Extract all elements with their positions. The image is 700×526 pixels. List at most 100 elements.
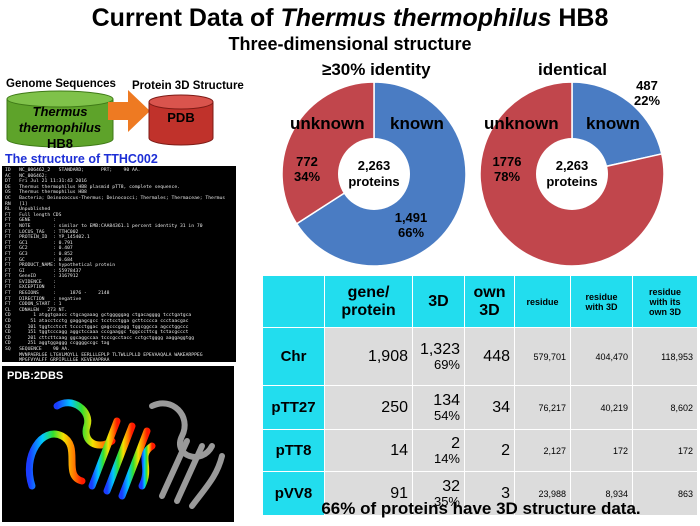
- record-line: CD 1 atggtgaacc ctgcagaaag gctgggggag ct…: [5, 313, 192, 319]
- record-line: DE Thermus thermophilus HB8 plasmid pTT8…: [5, 184, 180, 190]
- genome-cylinder-icon: [6, 90, 114, 148]
- table-header-cell: residue with its own 3D: [632, 275, 698, 328]
- pie1-unknown-value: 772 34%: [293, 154, 321, 184]
- record-line: FT GC : 0.684: [5, 257, 73, 263]
- record-line: FT GENE :: [5, 218, 56, 224]
- structure-3d-cell: 2 14%: [412, 429, 465, 472]
- record-line: FT GC2 : 0.407: [5, 246, 73, 252]
- table-header-row: gene/ protein 3D own 3D residue residue with…: [262, 275, 698, 328]
- gene-count-cell: 250: [324, 385, 413, 430]
- pie-center-hole: [536, 138, 608, 210]
- record-line: RL Unpublished: [5, 207, 51, 213]
- structure-3d-count: 134: [433, 391, 460, 409]
- own-3d-cell: 3: [464, 471, 515, 516]
- protein-structure-image: PDB:2DBS: [2, 366, 234, 522]
- gene-count-cell: 14: [324, 429, 413, 472]
- table-row: pTT27 250 134 54% 34 76,217 40,219 8,602: [262, 385, 698, 430]
- record-line: ID NC_006462_2 STANDARD; PRT; 90 AA.: [5, 168, 141, 173]
- table-row: pVV8 91 32 35% 3 23,988 8,934 863: [262, 471, 698, 516]
- table-header-cell: [262, 275, 325, 328]
- record-line: FT Full length CDS: [5, 212, 62, 218]
- residue-cell: 2,127: [514, 429, 571, 472]
- pdb-cylinder-icon: [148, 94, 214, 146]
- residue-3d-cell: 40,219: [570, 385, 633, 430]
- record-line: CD 51 atacctcctg gaggagcgcc tcctcctgga g…: [5, 319, 189, 325]
- structure-3d-cell: 134 54%: [412, 385, 465, 430]
- residue-own-3d-cell: 8,602: [632, 385, 698, 430]
- pdb-text: PDB: [167, 110, 195, 125]
- structure-3d-count: 32: [442, 477, 460, 495]
- table-header-cell: residue: [514, 275, 571, 328]
- record-line: FT REGIONS : 1876 - 2148: [5, 291, 110, 297]
- record-line: FT CODON_START : 1: [5, 302, 62, 308]
- pdb-id-label: PDB:2DBS: [7, 370, 64, 382]
- residue-3d-cell: 404,470: [570, 327, 633, 386]
- own-3d-cell: 34: [464, 385, 515, 430]
- record-line: MVNPAERLGE LTGVLMQYLL EERLLLEPLP TLTWLLP…: [5, 352, 203, 358]
- page-subtitle: Three-dimensional structure: [228, 34, 472, 54]
- record-line: AC NC_006462;: [5, 173, 48, 179]
- record-line: DT Fri Jul 21 11:31:43 2016: [5, 179, 87, 185]
- record-line: FT GC3 : 0.852: [5, 251, 73, 257]
- residue-3d-cell: 8,934: [570, 471, 633, 516]
- record-line: FT NOTE : similar to EMB:CAA84361.1 perc…: [5, 223, 203, 229]
- residue-own-3d-cell: 172: [632, 429, 698, 472]
- residue-3d-cell: 172: [570, 429, 633, 472]
- pie2-center-label: 2,263 proteins: [546, 158, 598, 189]
- structure-3d-count: 1,323: [419, 340, 460, 358]
- residue-cell: 76,217: [514, 385, 571, 430]
- pie2-chart: [479, 81, 665, 267]
- structure-3d-percent: 54%: [433, 407, 460, 423]
- record-line: FT EVIDENCE :: [5, 279, 56, 285]
- pie2-unknown-label: unknown: [484, 114, 559, 133]
- pie1-unknown-label: unknown: [290, 114, 365, 133]
- record-line: FT DIRECTION : negative: [5, 296, 82, 302]
- record-line: CD 201 cttcttcaag ggcaggccaa tcccgcctacc…: [5, 335, 195, 341]
- record-line: CD 151 tggtcccagg aggctccaaa cccgaaggc t…: [5, 330, 189, 336]
- data-table: gene/ protein 3D own 3D residue residue with…: [262, 275, 698, 516]
- genome-label: Genome Sequences: [6, 78, 116, 90]
- structure-3d-percent: 14%: [433, 450, 460, 466]
- table-header-cell: gene/ protein: [324, 275, 413, 328]
- pie-center-hole: [338, 138, 410, 210]
- pie1-known-value: 1,491 66%: [394, 210, 428, 240]
- row-name-cell: Chr: [262, 327, 325, 386]
- record-line: FT EXCEPTION :: [5, 285, 56, 291]
- pie2-unknown-value: 1776 78%: [492, 154, 522, 184]
- page-title: Current Data of Thermus thermophilus HB8: [91, 4, 609, 32]
- pie1-known-label: known: [390, 114, 444, 133]
- row-name-cell: pTT8: [262, 429, 325, 472]
- residue-own-3d-cell: 118,953: [632, 327, 698, 386]
- gene-count-cell: 1,908: [324, 327, 413, 386]
- record-line: SQ SEQUENCE 90 AA.: [5, 347, 70, 352]
- pie2-known-label: known: [586, 114, 640, 133]
- own-3d-cell: 2: [464, 429, 515, 472]
- own-3d-cell: 448: [464, 327, 515, 386]
- table-row: Chr 1,908 1,323 69% 448 579,701 404,470 118,953: [262, 327, 698, 386]
- record-line: CD 101 tggtcctcct tcccctggac gagcccgagg …: [5, 324, 189, 330]
- ribbon-structure-icon: [25, 399, 225, 509]
- residue-own-3d-cell: 863: [632, 471, 698, 516]
- table-header-cell: 3D: [412, 275, 465, 328]
- table-header-cell: residue with 3D: [570, 275, 633, 328]
- sequence-record: ID NC_006462_2 STANDARD; PRT; 90 AA. AC N…: [2, 166, 236, 362]
- structure-3d-count: 2: [451, 434, 460, 452]
- row-name-cell: pTT27: [262, 385, 325, 430]
- pie1-title: ≥30% identity: [322, 60, 431, 79]
- record-line: MPGFVYALFF GRPIPLLLGE KEVEVAPRAA: [5, 358, 110, 362]
- pie2-title: identical: [538, 60, 607, 79]
- structure-3d-percent: 35%: [433, 493, 460, 509]
- record-line: OS Thermus thermophilus HB8: [5, 190, 87, 196]
- record-line: CD 251 aggtggaggg ccggggccgc tag: [5, 341, 110, 347]
- record-line: FT GI : 55978437: [5, 268, 82, 274]
- record-line: FT LOCUS_TAG : TTHC002: [5, 229, 79, 235]
- record-line: FT PRODUCT_NAME: hypothetical protein: [5, 263, 116, 269]
- record-line: OC Bacteria; Deinococcus-Thermus; Deinoc…: [5, 195, 226, 201]
- record-line: FT PROTEIN_ID : YP_145402.1: [5, 235, 90, 241]
- structure-3d-percent: 69%: [433, 356, 460, 372]
- table-row: pTT8 14 2 14% 2 2,127 172 172: [262, 429, 698, 472]
- residue-cell: 579,701: [514, 327, 571, 386]
- record-line: FT GeneID : 3167912: [5, 274, 79, 280]
- protein-structure-label: Protein 3D Structure: [132, 80, 244, 92]
- table-header-cell: own 3D: [464, 275, 515, 328]
